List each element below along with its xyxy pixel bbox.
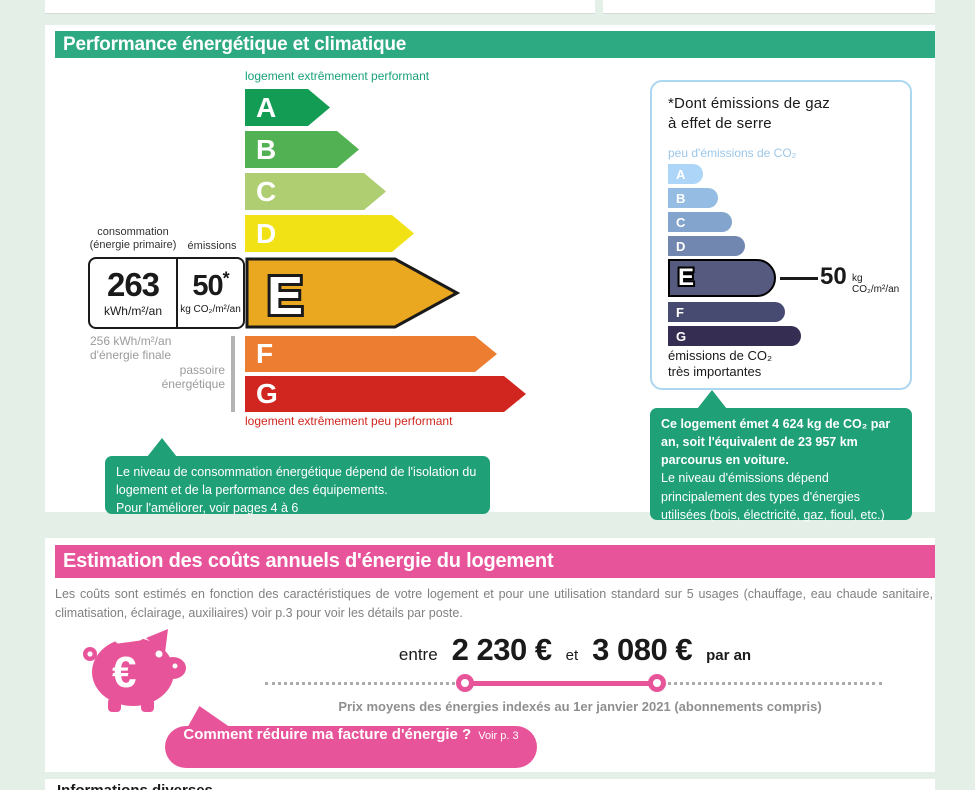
range-max-value: 3 080 € — [592, 632, 693, 667]
range-prefix: entre — [398, 645, 438, 664]
energy-class-bar-b: B — [245, 131, 359, 168]
sieve-bracket-bar — [231, 336, 235, 412]
energy-class-bar-d: D — [245, 215, 414, 252]
co2-callout-regular-text: Le niveau d'émissions dépend principalem… — [661, 471, 885, 522]
co2-class-letter: C — [676, 214, 686, 230]
energy-class-bar-e-current: E — [245, 257, 460, 329]
range-conjunction: et — [565, 647, 579, 664]
cost-slider-handle-min[interactable] — [456, 674, 474, 692]
costs-section-title: Estimation des coûts annuels d'énergie d… — [55, 545, 935, 578]
see-page-link[interactable]: Voir p. 3 — [478, 730, 519, 742]
co2-class-bar-a: A — [668, 164, 703, 184]
consumption-column-header: consommation (énergie primaire) — [89, 226, 177, 251]
co2-value-connector-line — [780, 277, 818, 280]
emissions-value-cell: 50* kg CO₂/m²/an — [178, 259, 243, 327]
price-index-caption: Prix moyens des énergies indexés au 1er … — [338, 699, 822, 714]
top-strip-left — [45, 0, 595, 14]
energy-class-letter: D — [256, 217, 277, 249]
range-suffix: par an — [706, 647, 752, 664]
final-energy-note: 256 kWh/m²/an d'énergie finale — [90, 334, 172, 363]
co2-equivalence-callout: Ce logement émet 4 624 kg de CO₂ par an,… — [650, 408, 912, 522]
co2-panel-title: *Dont émissions de gaz à effet de serre — [668, 95, 830, 132]
co2-value-unit: kg CO₂/m²/an — [852, 273, 900, 295]
energy-advice-callout: Le niveau de consommation énergétique dé… — [105, 456, 490, 515]
co2-class-letter: A — [676, 166, 686, 182]
co2-current-class-letter: E — [678, 264, 695, 291]
values-divider — [176, 259, 178, 327]
cost-slider-range — [465, 681, 657, 686]
consumption-value: 263 — [106, 266, 160, 303]
emissions-column-header: émissions — [187, 240, 237, 252]
reduce-bill-question: Comment réduire ma facture d'énergie ? — [183, 726, 472, 743]
energy-sieve-label: passoire énergétique — [161, 363, 225, 392]
energy-class-letter: F — [256, 338, 274, 369]
co2-low-label: peu d'émissions de CO₂ — [668, 146, 797, 160]
co2-class-letter: D — [676, 238, 686, 254]
energy-class-bar-c: C — [245, 173, 386, 210]
emissions-value: 50* — [192, 267, 229, 302]
co2-value: 50 — [820, 263, 847, 290]
energy-class-bar-f: F — [245, 336, 497, 372]
co2-class-bar-c: C — [668, 212, 732, 232]
co2-class-bar-d: D — [668, 236, 745, 256]
costs-description: Les coûts sont estimés en fonction des c… — [55, 587, 933, 620]
range-min-value: 2 230 € — [451, 632, 552, 667]
co2-class-letter: G — [676, 328, 687, 344]
energy-current-class-letter: E — [267, 266, 303, 326]
consumption-value-cell: 263 kWh/m²/an — [90, 259, 176, 327]
consumption-unit: kWh/m²/an — [103, 304, 162, 318]
scale-best-label: logement extrêmement performant — [245, 69, 430, 83]
piggy-bank-icon: € — [83, 629, 186, 712]
reduce-bill-callout: Comment réduire ma facture d'énergie ? V… — [165, 726, 537, 768]
emissions-unit: kg CO₂/m²/an — [180, 303, 241, 315]
co2-callout-bold-text: Ce logement émet 4 624 kg de CO₂ par an,… — [661, 417, 891, 468]
co2-class-bar-b: B — [668, 188, 718, 208]
energy-class-letter: C — [256, 175, 277, 207]
next-section-panel: Informations diverses — [45, 779, 935, 790]
emissions-asterisk: * — [222, 267, 230, 288]
cost-slider-handle-max[interactable] — [648, 674, 666, 692]
energy-class-letter: G — [256, 378, 278, 409]
energy-class-letter: B — [256, 133, 277, 165]
scale-worst-label: logement extrêmement peu performant — [245, 414, 453, 428]
energy-section-title: Performance énergétique et climatique — [55, 31, 935, 58]
co2-class-bar-e-current: E — [668, 259, 776, 297]
co2-class-bar-g: G — [668, 326, 801, 346]
next-section-title: Informations diverses — [57, 782, 935, 790]
energy-class-bar-g: G — [245, 376, 526, 412]
cost-range-row: entre 2 230 € et 3 080 € par an — [295, 632, 855, 668]
co2-class-letter: B — [676, 190, 686, 206]
energy-class-letter: A — [256, 91, 277, 123]
energy-class-e-shape — [245, 257, 460, 329]
co2-class-letter: F — [676, 304, 684, 320]
energy-values-box: 263 kWh/m²/an 50* kg CO₂/m²/an — [88, 257, 245, 329]
co2-high-label: émissions de CO₂ très importantes — [668, 348, 773, 380]
co2-emissions-panel: *Dont émissions de gaz à effet de serre … — [650, 80, 912, 390]
svg-text:€: € — [112, 648, 136, 697]
co2-class-bar-f: F — [668, 302, 785, 322]
top-strip-right — [603, 0, 935, 14]
